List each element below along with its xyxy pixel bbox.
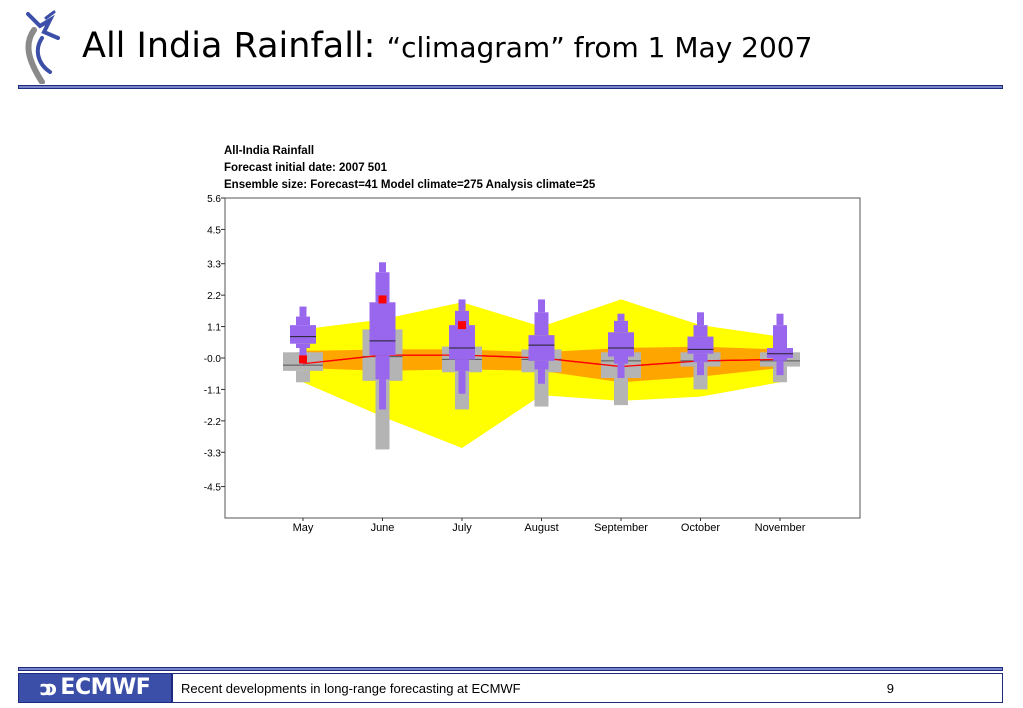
forecast-box-seg-4-3 [614,320,628,333]
forecast-box-seg-1-1 [375,355,390,380]
slide-title: All India Rainfall: “climagram” from 1 M… [82,26,812,66]
climagram-chart: All-India Rainfall Forecast initial date… [204,145,861,534]
forecast-box-seg-6-1 [773,358,787,361]
ecmwf-rings-icon: ↄↄ [39,676,58,700]
forecast-box-seg-2-2 [449,325,475,360]
forecast-box-seg-5-1 [693,353,708,363]
forecast-box-seg-0-2 [290,325,316,344]
y-tick-label-0: 5.6 [207,194,221,205]
forecast-box-seg-3-0 [538,369,545,384]
forecast-box-seg-6-2 [767,348,793,358]
y-tick-label-6: -1.1 [204,385,222,396]
forecast-box-seg-1-0 [379,379,386,410]
ecmwf-bird-logo-icon [25,10,60,84]
slide-title-subtitle: “climagram” from 1 May 2007 [386,31,813,64]
forecast-box-seg-4-0 [617,363,625,378]
forecast-box-seg-0-3 [296,316,310,326]
forecast-box-seg-4-2 [608,332,634,357]
slide-title-main: All India Rainfall: [82,26,376,66]
forecast-box-seg-3-4 [538,299,545,313]
forecast-box-seg-5-3 [693,325,708,337]
x-tick-label-3: August [524,522,558,534]
forecast-box-seg-3-1 [534,360,549,370]
y-tick-label-8: -3.3 [204,448,222,459]
forecast-box-seg-3-2 [528,335,555,361]
x-tick-label-1: June [371,522,395,534]
forecast-box-seg-1-3 [375,272,390,303]
y-tick-label-5: -0.0 [204,354,222,365]
forecast-box-seg-2-1 [455,359,469,371]
verification-marker-1 [378,295,387,304]
forecast-box-seg-6-0 [776,360,784,376]
x-tick-label-2: July [452,522,472,534]
model-climate-box-seg-4-0 [614,378,628,406]
y-tick-label-1: 4.5 [207,225,221,236]
forecast-box-seg-5-0 [697,362,704,376]
footer-caption: Recent developments in long-range foreca… [181,680,521,696]
chart-title-line-2: Ensemble size: Forecast=41 Model climate… [224,179,596,191]
x-tick-label-0: May [293,522,314,534]
x-tick-label-4: September [594,522,648,534]
forecast-box-seg-5-2 [687,336,714,354]
forecast-box-seg-6-3 [773,325,787,348]
y-tick-label-3: 2.2 [207,291,221,302]
verification-marker-0 [299,355,307,364]
model-climate-box-seg-0-0 [296,370,310,383]
ecmwf-footer-logo: ↄↄ ECMWF [18,673,172,703]
y-tick-label-9: -4.5 [204,483,222,494]
page-number: 9 [886,680,894,696]
forecast-box-seg-4-1 [614,356,628,364]
chart-title-line-1: Forecast initial date: 2007 501 [224,162,388,174]
forecast-box-seg-4-4 [617,313,625,321]
forecast-box-seg-3-3 [534,312,549,336]
ecmwf-logo-text: ECMWF [60,675,151,700]
verification-marker-2 [458,321,466,330]
y-tick-label-4: 1.1 [207,323,221,334]
chart-title-line-0: All-India Rainfall [224,145,314,157]
footer-rule [18,667,1003,671]
y-tick-label-2: 3.3 [207,260,221,271]
y-tick-label-7: -2.2 [204,417,222,428]
forecast-box-seg-2-0 [458,370,466,394]
forecast-box-seg-5-4 [697,312,704,326]
forecast-box-seg-1-4 [379,262,386,273]
x-tick-label-6: November [755,522,806,534]
forecast-box-seg-1-2 [369,302,396,356]
forecast-box-seg-2-4 [458,299,466,311]
footer-bar: Recent developments in long-range foreca… [172,673,1003,703]
forecast-box-seg-6-4 [776,313,784,326]
forecast-box-seg-0-1 [296,343,310,348]
x-tick-label-5: October [681,522,720,534]
header-rule [18,85,1003,89]
forecast-box-seg-0-4 [299,306,307,317]
